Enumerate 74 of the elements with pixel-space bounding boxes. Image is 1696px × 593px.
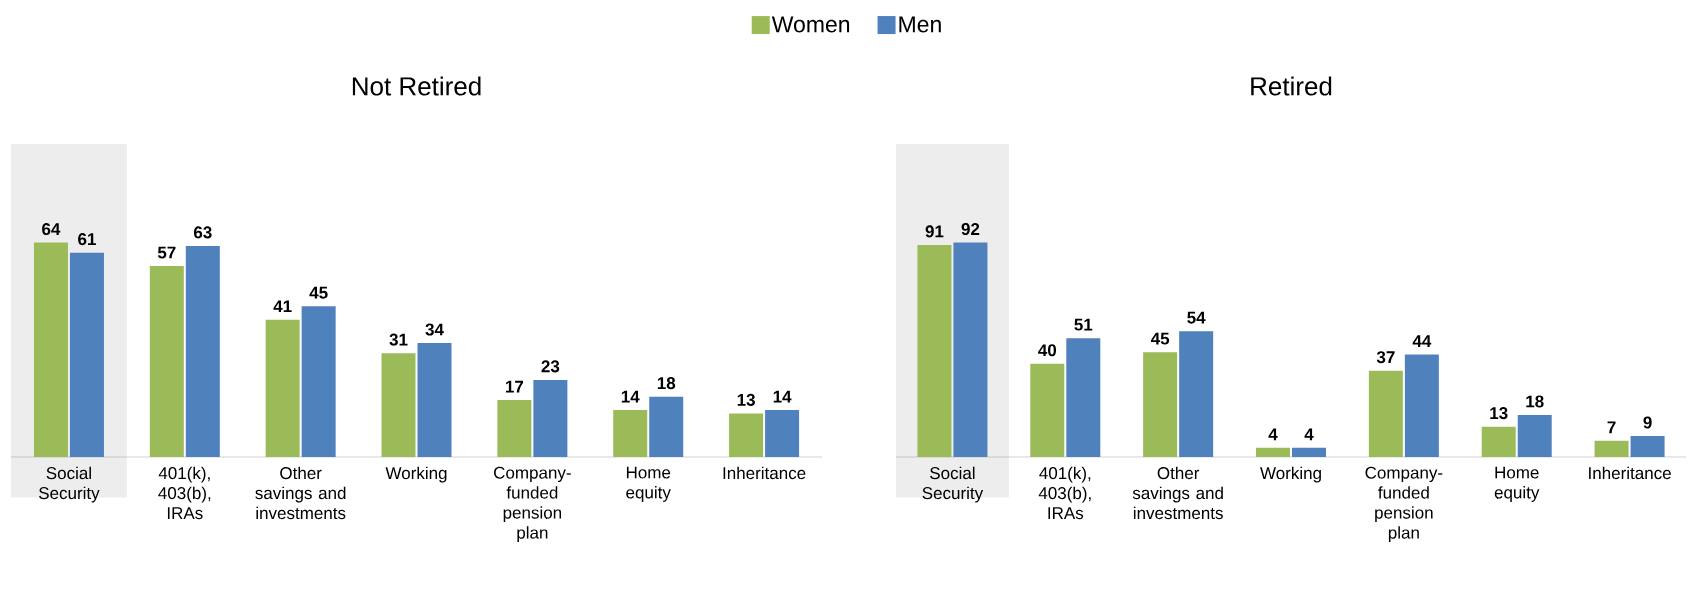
data-label: 18 <box>1526 395 1544 408</box>
bar <box>497 400 532 457</box>
data-label: 37 <box>1376 351 1395 364</box>
x-tick-label: Home equity <box>1494 466 1540 502</box>
bar <box>185 245 220 457</box>
x-tick-label: Other savings and investments <box>1132 466 1223 520</box>
data-label: 41 <box>273 300 292 313</box>
x-tick-label: Working <box>385 466 447 483</box>
bar <box>417 343 452 457</box>
bar <box>381 353 416 457</box>
bar <box>265 319 300 457</box>
bar <box>917 244 952 457</box>
data-label: 13 <box>1490 407 1508 420</box>
data-label: 14 <box>621 390 640 403</box>
x-tick-label: 401(k), 403(b), IRAs <box>158 466 211 520</box>
bar <box>613 410 648 457</box>
x-tick-label: Home equity <box>626 466 671 502</box>
data-label: 4 <box>1268 428 1278 441</box>
data-label: 14 <box>773 390 792 403</box>
bar <box>301 306 336 457</box>
data-label: 34 <box>425 323 444 336</box>
data-label: 54 <box>1187 311 1206 324</box>
x-tick-label: 401(k), 403(b), IRAs <box>1038 466 1091 520</box>
bar <box>69 252 104 457</box>
data-label: 18 <box>657 377 676 390</box>
x-tick-label: Social Security <box>39 466 100 503</box>
x-tick-label: Inheritance <box>723 466 806 480</box>
data-label: 45 <box>1150 332 1170 345</box>
data-label: 45 <box>309 286 328 299</box>
bar <box>33 242 68 457</box>
x-tick-label: Company-funded pension plan <box>1365 466 1443 543</box>
bar <box>533 379 568 457</box>
data-label: 17 <box>505 380 524 393</box>
bar <box>1404 354 1439 457</box>
data-label: 9 <box>1643 416 1652 429</box>
bar <box>1292 447 1327 457</box>
chart-title: Retired <box>1251 76 1332 96</box>
data-label: 4 <box>1304 428 1314 441</box>
bar <box>765 410 800 457</box>
data-label: 13 <box>737 393 755 406</box>
data-label: 7 <box>1607 421 1616 434</box>
bar <box>729 413 764 457</box>
chart-title: Not Retired <box>352 76 481 96</box>
data-label: 64 <box>42 223 61 236</box>
data-label: 61 <box>78 233 96 246</box>
bar <box>1179 331 1214 457</box>
x-tick-label: Company-funded pension plan <box>494 466 571 543</box>
bar <box>1481 426 1516 457</box>
x-tick-label: Other savings and investments <box>255 466 346 520</box>
data-label: 44 <box>1412 335 1432 347</box>
legend-label: Men <box>899 16 941 33</box>
x-tick-label: Inheritance <box>1589 466 1671 480</box>
x-tick-label: Social Security <box>922 466 984 503</box>
data-label: 91 <box>925 225 944 238</box>
bar <box>1030 363 1065 457</box>
bar <box>1256 447 1291 457</box>
bar <box>1066 338 1101 457</box>
data-label: 57 <box>157 246 176 259</box>
bar <box>1143 352 1178 457</box>
data-label: 63 <box>193 226 212 239</box>
bar <box>953 242 988 457</box>
data-label: 92 <box>961 223 980 236</box>
bar <box>149 266 184 457</box>
bar <box>649 396 684 457</box>
data-label: 31 <box>389 333 408 346</box>
data-label: 23 <box>541 360 560 373</box>
bar <box>1517 415 1552 457</box>
legend-label: Women <box>771 16 850 33</box>
x-tick-label: Working <box>1260 466 1321 483</box>
bar <box>1630 436 1665 457</box>
data-label: 51 <box>1074 318 1093 331</box>
bar <box>1594 440 1629 457</box>
bar <box>1368 370 1403 457</box>
data-label: 40 <box>1038 344 1057 357</box>
